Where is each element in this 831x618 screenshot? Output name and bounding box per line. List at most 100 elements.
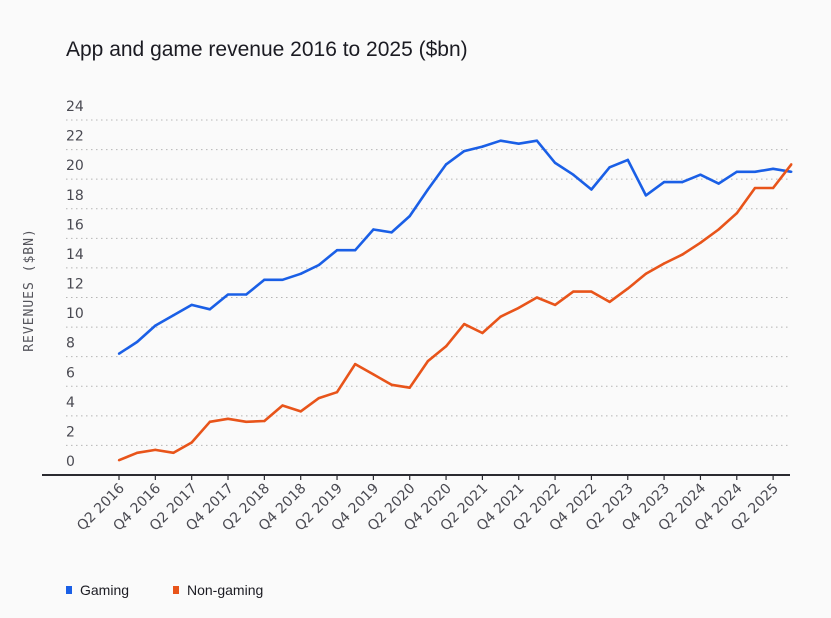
y-tick-label: 2 [66, 424, 75, 440]
data-point-gaming [190, 303, 193, 307]
data-point-gaming [753, 170, 757, 173]
data-point-non-gaming [771, 186, 775, 190]
data-point-non-gaming [426, 359, 430, 363]
data-point-non-gaming [244, 420, 248, 423]
gaming-swatch [66, 586, 72, 594]
data-point-non-gaming [553, 303, 557, 307]
data-point-non-gaming [626, 287, 629, 290]
data-point-gaming [590, 188, 593, 191]
data-point-gaming [644, 194, 648, 197]
data-point-gaming [335, 248, 339, 252]
data-point-non-gaming [372, 373, 375, 376]
data-point-gaming [662, 180, 666, 184]
data-point-gaming [790, 170, 793, 173]
series-line-non-gaming [118, 163, 793, 462]
data-point-non-gaming [608, 300, 611, 304]
y-axis-label: REVENUES ($BN) [22, 228, 37, 352]
data-point-gaming [444, 163, 448, 166]
y-tick-label: 0 [66, 454, 75, 470]
data-point-gaming [699, 173, 702, 176]
data-point-gaming [135, 340, 139, 344]
legend-label-gaming: Gaming [80, 582, 130, 598]
data-point-gaming [681, 180, 684, 184]
data-point-gaming [299, 272, 302, 276]
data-point-non-gaming [408, 386, 411, 389]
y-tick-label: 12 [66, 277, 84, 293]
data-point-non-gaming [154, 448, 157, 452]
chart-title: App and game revenue 2016 to 2025 ($bn) [66, 38, 468, 61]
y-tick-label: 24 [66, 99, 84, 115]
data-point-non-gaming [335, 390, 339, 394]
legend-label-non-gaming: Non-gaming [187, 582, 264, 598]
data-point-non-gaming [354, 362, 357, 366]
data-point-non-gaming [644, 272, 648, 276]
data-point-non-gaming [735, 211, 738, 215]
data-point-gaming [408, 214, 411, 218]
data-point-non-gaming [172, 451, 175, 455]
series-line-gaming [118, 139, 792, 355]
data-point-gaming [390, 231, 393, 234]
non-gaming-swatch [173, 586, 179, 594]
data-point-gaming [317, 263, 321, 267]
data-point-non-gaming [463, 322, 466, 326]
y-tick-label: 22 [66, 129, 84, 145]
data-point-gaming [372, 228, 375, 231]
data-point-gaming [226, 293, 230, 296]
data-point-non-gaming [317, 396, 321, 400]
data-point-non-gaming [481, 331, 484, 335]
data-point-gaming [572, 173, 575, 176]
data-point-gaming [535, 139, 539, 142]
data-point-gaming [771, 167, 775, 171]
y-tick-label: 8 [66, 336, 75, 352]
data-point-gaming [281, 278, 284, 281]
data-point-gaming [717, 182, 720, 185]
y-tick-label: 16 [66, 217, 84, 233]
data-point-gaming [172, 314, 175, 317]
data-point-gaming [517, 142, 520, 145]
data-point-non-gaming [590, 290, 593, 293]
data-point-non-gaming [753, 186, 757, 190]
data-point-gaming [208, 308, 212, 311]
legend-item-gaming: Gaming [66, 582, 129, 598]
data-point-non-gaming [699, 241, 702, 244]
data-point-non-gaming [662, 262, 666, 265]
data-point-gaming [426, 188, 430, 191]
data-point-non-gaming [572, 290, 575, 293]
y-tick-label: 10 [66, 306, 84, 322]
data-point-non-gaming [299, 410, 302, 413]
data-point-non-gaming [263, 419, 266, 423]
data-point-non-gaming [281, 404, 284, 407]
data-point-non-gaming [117, 459, 121, 462]
data-point-non-gaming [208, 420, 212, 423]
data-point-gaming [481, 145, 484, 148]
data-point-non-gaming [681, 253, 684, 256]
y-tick-label: 20 [66, 158, 84, 174]
data-point-non-gaming [517, 306, 520, 310]
data-point-gaming [735, 170, 738, 173]
data-point-non-gaming [790, 163, 793, 166]
data-point-gaming [244, 293, 248, 296]
data-point-gaming [263, 278, 266, 281]
data-point-gaming [608, 166, 611, 169]
data-point-gaming [117, 352, 121, 355]
y-tick-label: 14 [66, 247, 84, 263]
data-point-non-gaming [226, 417, 230, 420]
data-point-gaming [463, 149, 466, 153]
y-tick-label: 6 [66, 365, 75, 381]
data-point-gaming [626, 158, 629, 162]
legend-item-non-gaming: Non-gaming [173, 582, 263, 598]
data-point-non-gaming [135, 451, 139, 455]
y-tick-label: 18 [66, 188, 84, 204]
data-point-non-gaming [190, 441, 193, 444]
data-point-gaming [354, 248, 357, 252]
y-tick-label: 4 [66, 395, 75, 411]
data-point-non-gaming [444, 345, 448, 348]
data-point-non-gaming [717, 228, 720, 231]
data-point-non-gaming [499, 315, 502, 318]
data-point-gaming [154, 324, 157, 327]
data-point-gaming [499, 139, 502, 142]
data-point-non-gaming [535, 296, 539, 299]
data-point-gaming [553, 161, 557, 165]
data-point-non-gaming [390, 383, 393, 386]
